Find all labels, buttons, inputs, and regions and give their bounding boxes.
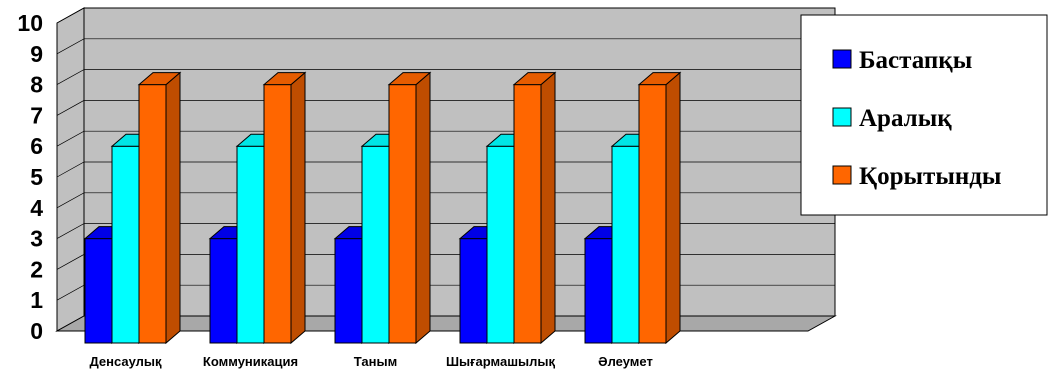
legend-swatch <box>832 107 852 127</box>
y-tick-label: 2 <box>30 256 43 282</box>
y-tick-label: 0 <box>30 318 43 344</box>
bars <box>83 71 682 345</box>
bar-front <box>209 238 238 344</box>
gridline <box>56 38 835 55</box>
bar-top <box>637 72 682 86</box>
gridline <box>56 130 835 147</box>
gridline <box>56 161 835 178</box>
bar-side <box>665 71 681 345</box>
y-tick-label: 9 <box>30 41 43 67</box>
bar-front <box>486 145 515 344</box>
bar-front <box>388 84 417 344</box>
y-tick-label: 3 <box>30 226 43 252</box>
gridline <box>56 100 835 116</box>
bar-front <box>263 84 292 344</box>
x-tick-label: Денсаулық <box>89 354 162 369</box>
bar-side <box>415 71 431 345</box>
x-tick-label: Шығармашылық <box>446 354 556 369</box>
bar-front <box>111 145 140 344</box>
legend-label: Қорытынды <box>859 163 1001 190</box>
y-axis: 0 1 2 3 4 5 6 7 8 9 10 <box>17 10 43 344</box>
y-tick-label: 4 <box>30 195 43 221</box>
y-tick-label: 1 <box>30 287 43 313</box>
bar-top <box>512 72 557 86</box>
gridline <box>56 192 835 209</box>
bar-front <box>513 84 542 344</box>
x-tick-label: Әлеумет <box>598 354 653 369</box>
bar-top <box>137 72 182 86</box>
y-tick-label: 6 <box>30 133 43 159</box>
bar-top <box>262 72 307 86</box>
legend-swatch <box>832 165 852 185</box>
gridline <box>56 7 835 24</box>
bar-front <box>138 84 167 344</box>
bar-top <box>387 72 432 86</box>
y-tick-label: 8 <box>30 72 43 98</box>
bar <box>137 71 182 345</box>
gridline <box>56 69 835 85</box>
bar <box>387 71 432 345</box>
bar-front <box>611 145 640 344</box>
x-axis: Денсаулық Коммуникация Таным Шығармашылық Әл… <box>89 354 652 369</box>
bar <box>637 71 682 345</box>
bar-front <box>334 238 363 344</box>
bar-side <box>540 71 556 345</box>
bar-front <box>638 84 667 344</box>
legend-swatch <box>832 49 852 69</box>
bar-front <box>361 145 390 344</box>
legend-label: Аралық <box>859 105 952 132</box>
bar-front <box>459 238 488 344</box>
legend-label: Бастапқы <box>859 47 972 74</box>
bar-front <box>236 145 265 344</box>
bar-side <box>165 71 181 345</box>
bar-side <box>290 71 306 345</box>
y-tick-label: 10 <box>17 10 43 36</box>
gridline <box>56 223 835 239</box>
x-tick-label: Таным <box>354 354 397 369</box>
bar-front <box>584 238 613 344</box>
x-tick-label: Коммуникация <box>203 354 298 369</box>
bar-front <box>84 238 113 344</box>
bar <box>262 71 307 345</box>
legend: Бастапқы Аралық Қорытынды <box>800 14 1048 216</box>
bar <box>512 71 557 345</box>
y-tick-label: 7 <box>30 102 43 128</box>
y-tick-label: 5 <box>30 164 43 190</box>
